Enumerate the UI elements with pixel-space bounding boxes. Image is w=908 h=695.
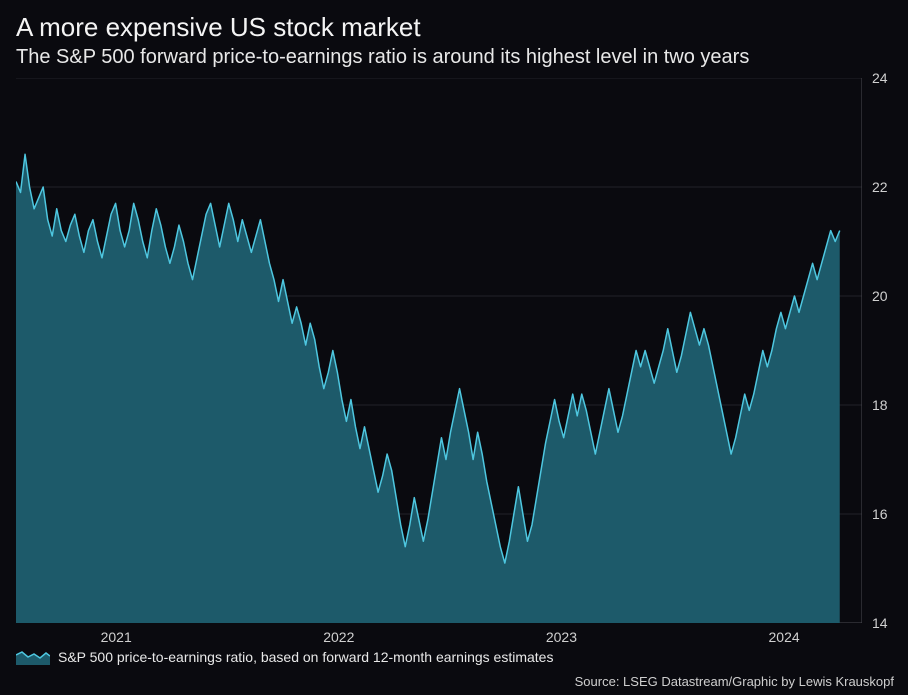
plot-area bbox=[16, 78, 862, 623]
x-tick-label: 2022 bbox=[323, 629, 354, 645]
legend: S&P 500 price-to-earnings ratio, based o… bbox=[16, 649, 553, 665]
chart-container: A more expensive US stock market The S&P… bbox=[0, 0, 908, 695]
y-tick-label: 20 bbox=[872, 288, 902, 304]
chart-title: A more expensive US stock market bbox=[16, 12, 421, 43]
x-tick-label: 2024 bbox=[769, 629, 800, 645]
source-credit: Source: LSEG Datastream/Graphic by Lewis… bbox=[575, 674, 894, 689]
x-tick-label: 2021 bbox=[101, 629, 132, 645]
x-tick-label: 2023 bbox=[546, 629, 577, 645]
y-tick-label: 24 bbox=[872, 70, 902, 86]
legend-swatch bbox=[16, 649, 50, 665]
chart-svg bbox=[16, 78, 862, 623]
y-tick-label: 14 bbox=[872, 615, 902, 631]
y-tick-label: 16 bbox=[872, 506, 902, 522]
y-tick-label: 18 bbox=[872, 397, 902, 413]
y-tick-label: 22 bbox=[872, 179, 902, 195]
chart-subtitle: The S&P 500 forward price-to-earnings ra… bbox=[16, 46, 749, 69]
legend-label: S&P 500 price-to-earnings ratio, based o… bbox=[58, 649, 553, 665]
